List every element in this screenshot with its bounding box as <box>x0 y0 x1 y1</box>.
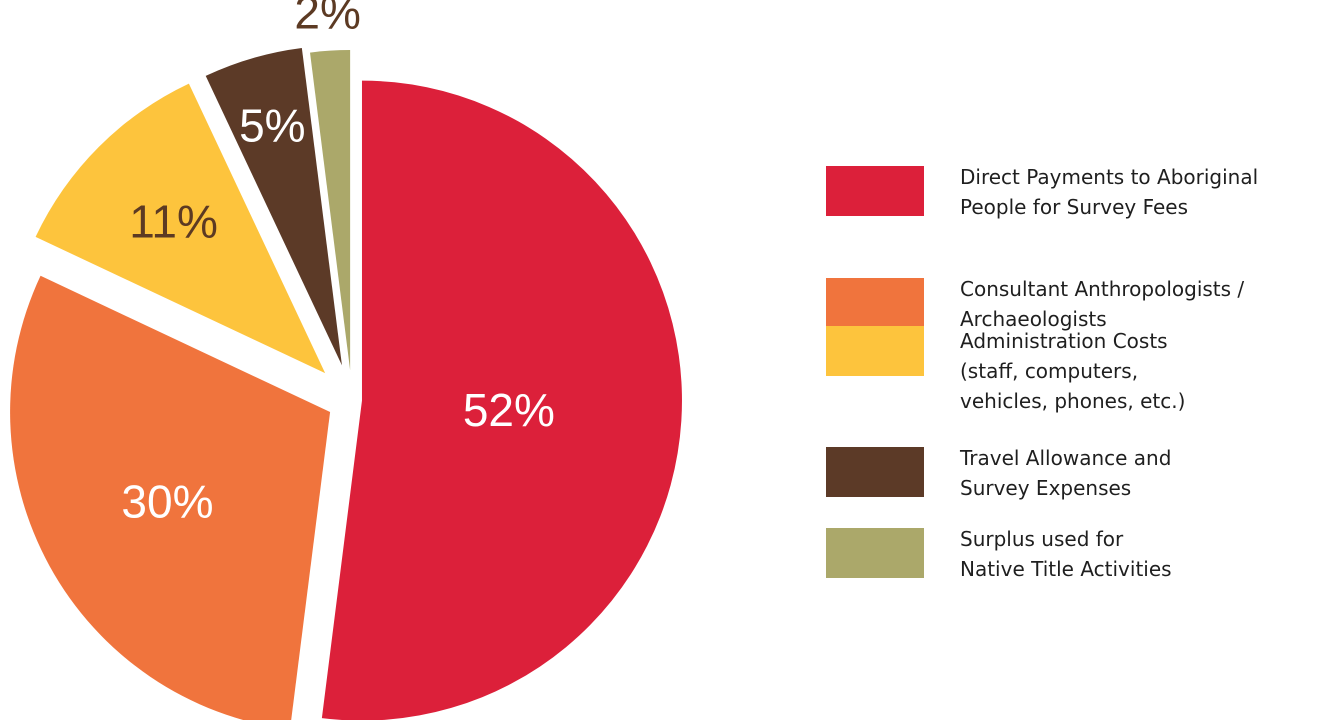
legend-swatch-surplus <box>826 528 924 578</box>
legend-label-administration: Administration Costs (staff, computers, … <box>960 329 1186 413</box>
pie-slice-surplus <box>310 50 351 371</box>
pie-labels: 52% 30% 11% 5% 2% <box>121 0 555 527</box>
legend-swatch-administration <box>826 326 924 376</box>
pie-slice-direct-payments <box>321 80 682 720</box>
legend-label-travel: Travel Allowance and Survey Expenses <box>960 446 1172 500</box>
slice-label-travel: 5% <box>239 100 305 152</box>
pie-slice-consultants <box>10 275 331 720</box>
legend-swatch-direct-payments <box>826 166 924 216</box>
legend-label-consultants: Consultant Anthropologists / Archaeologi… <box>960 277 1245 331</box>
pie-slice-travel <box>205 47 342 366</box>
slice-label-administration: 11% <box>129 196 218 248</box>
pie-slice-administration <box>35 83 326 374</box>
slice-label-consultants: 30% <box>121 475 213 527</box>
pie-slices <box>10 47 682 720</box>
legend-swatch-consultants <box>826 278 924 328</box>
slice-label-surplus: 2% <box>294 0 360 38</box>
legend-label-direct-payments: Direct Payments to Aboriginal People for… <box>960 165 1259 219</box>
legend-label-surplus: Surplus used for Native Title Activities <box>960 527 1172 581</box>
legend-swatch-travel <box>826 447 924 497</box>
slice-label-direct-payments: 52% <box>463 384 555 436</box>
